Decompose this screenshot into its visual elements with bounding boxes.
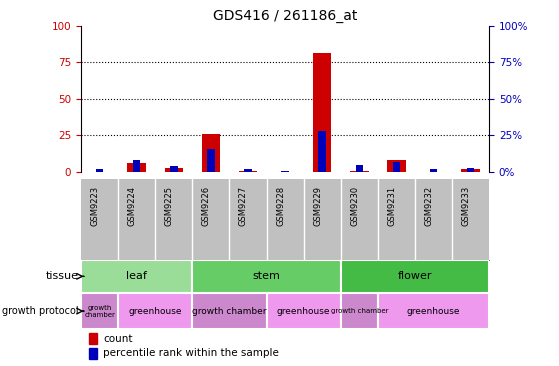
Bar: [378, 293, 489, 329]
Bar: [202, 134, 220, 172]
Bar: [192, 260, 341, 293]
Text: greenhouse: greenhouse: [407, 307, 460, 315]
Bar: [207, 149, 215, 172]
Text: count: count: [103, 334, 133, 344]
Bar: [392, 162, 400, 172]
Text: GSM9230: GSM9230: [350, 186, 359, 226]
Bar: [350, 171, 368, 172]
Bar: [356, 165, 363, 172]
Text: growth chamber: growth chamber: [192, 307, 267, 315]
Text: greenhouse: greenhouse: [129, 307, 182, 315]
Bar: [387, 160, 406, 172]
Text: greenhouse: greenhouse: [277, 307, 330, 315]
Text: GSM9233: GSM9233: [462, 186, 471, 226]
Bar: [467, 168, 474, 172]
Bar: [89, 333, 97, 344]
Text: GSM9231: GSM9231: [387, 186, 396, 226]
Text: tissue: tissue: [45, 271, 78, 281]
Bar: [244, 169, 252, 172]
Text: GSM9228: GSM9228: [276, 186, 285, 226]
Bar: [341, 293, 378, 329]
Text: GSM9232: GSM9232: [424, 186, 433, 226]
Bar: [81, 293, 118, 329]
Bar: [89, 348, 97, 359]
Text: flower: flower: [397, 271, 432, 281]
Text: GSM9225: GSM9225: [165, 186, 174, 226]
Bar: [192, 293, 267, 329]
Bar: [341, 260, 489, 293]
Bar: [239, 171, 257, 172]
Text: growth
chamber: growth chamber: [84, 305, 115, 318]
Bar: [133, 160, 140, 172]
Text: GSM9227: GSM9227: [239, 186, 248, 226]
Text: percentile rank within the sample: percentile rank within the sample: [103, 348, 280, 358]
Text: GSM9226: GSM9226: [202, 186, 211, 226]
Bar: [319, 131, 326, 172]
Title: GDS416 / 261186_at: GDS416 / 261186_at: [213, 9, 357, 23]
Text: stem: stem: [253, 271, 281, 281]
Bar: [127, 163, 146, 172]
Bar: [118, 293, 192, 329]
Text: growth protocol: growth protocol: [2, 306, 78, 316]
Bar: [164, 168, 183, 172]
Bar: [170, 166, 178, 172]
Bar: [96, 169, 103, 172]
Bar: [81, 260, 192, 293]
Text: GSM9229: GSM9229: [313, 186, 322, 226]
Text: growth chamber: growth chamber: [330, 308, 388, 314]
Bar: [461, 169, 480, 172]
Text: leaf: leaf: [126, 271, 147, 281]
Bar: [430, 169, 437, 172]
Text: GSM9223: GSM9223: [91, 186, 100, 226]
Bar: [313, 53, 331, 172]
Text: GSM9224: GSM9224: [127, 186, 137, 226]
Bar: [281, 171, 289, 172]
Bar: [267, 293, 341, 329]
